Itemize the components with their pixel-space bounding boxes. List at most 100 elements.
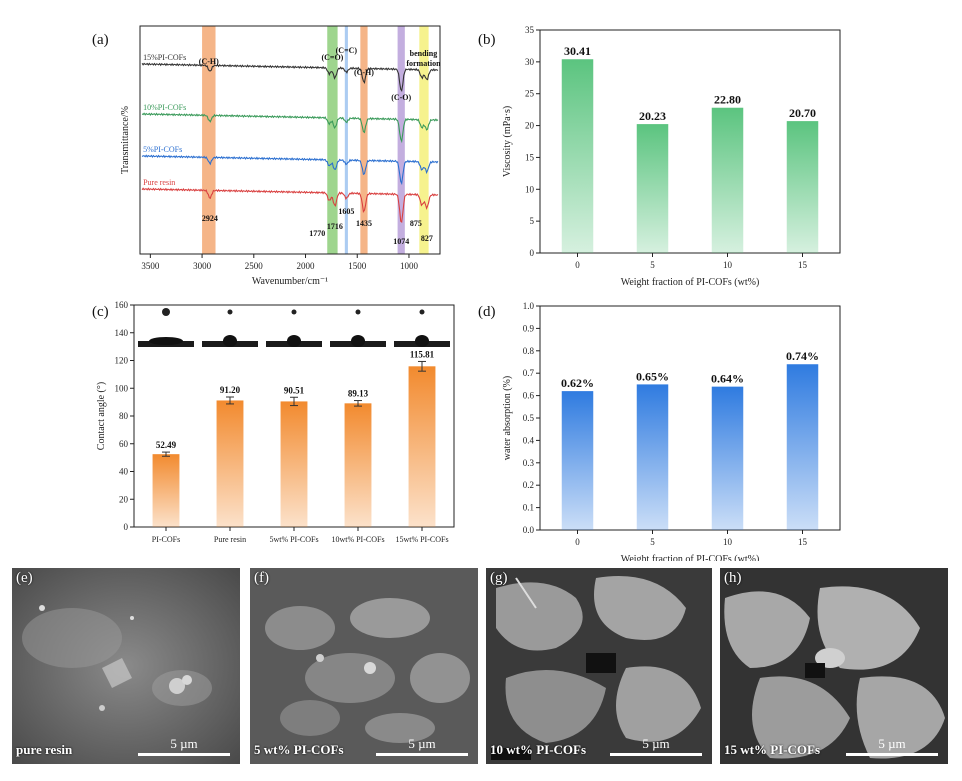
data-label: 30.41 <box>564 44 591 58</box>
x-tick-label: 5 <box>650 537 655 547</box>
band-highlight <box>202 26 216 254</box>
y-tick-label: 80 <box>119 411 129 421</box>
y-tick-label: 20 <box>525 121 535 131</box>
y-tick-label: 25 <box>525 89 535 99</box>
scale-bar: 5 µm <box>138 736 230 756</box>
sem-texture <box>720 568 948 764</box>
water-absorption-chart: 0.0 0.1 0.2 0.3 0.4 0.5 0.6 0.7 0.8 0.9 1.0 0 0.62% 5… <box>502 301 841 561</box>
data-label: 89.13 <box>348 389 369 399</box>
x-tick-label: PI-COFs <box>152 535 180 544</box>
y-tick-label: 0.6 <box>523 391 535 401</box>
y-axis-label: Contact angle (°) <box>96 382 107 450</box>
y-tick-label: 30 <box>525 57 535 67</box>
scale-bar-label: 5 µm <box>408 736 436 751</box>
scale-bar: 5 µm <box>610 736 702 756</box>
sem-image-5wt: (f) 5 wt% PI-COFs 5 µm <box>250 568 478 764</box>
band-label: (C-O) <box>391 93 411 102</box>
scale-bar-line <box>376 753 468 756</box>
peak-label: 1716 <box>327 222 343 231</box>
data-label: 0.62% <box>561 376 594 390</box>
y-tick-label: 0.2 <box>523 480 534 490</box>
spectrum-line <box>141 112 439 144</box>
droplet-top-view <box>162 308 170 316</box>
x-axis-label: Wavenumber/cm⁻¹ <box>252 276 328 287</box>
bar <box>636 124 669 253</box>
y-tick-label: 5 <box>530 216 535 226</box>
sem-letter: (e) <box>16 570 33 586</box>
y-tick-label: 20 <box>119 494 129 504</box>
scale-bar-label: 5 µm <box>170 736 198 751</box>
x-tick-label: 0 <box>575 537 580 547</box>
series-label: Pure resin <box>143 178 175 187</box>
peak-label: 1435 <box>356 219 372 228</box>
band-label: bending <box>410 49 438 58</box>
scale-bar-label: 5 µm <box>878 736 906 751</box>
x-tick-label: 2000 <box>297 261 316 271</box>
sem-image-15wt: (h) 15 wt% PI-COFs 5 µm <box>720 568 948 764</box>
y-tick-label: 140 <box>115 328 129 338</box>
data-label: 115.81 <box>410 349 435 359</box>
y-tick-label: 0.7 <box>523 368 535 378</box>
band-highlight <box>360 26 368 254</box>
bar <box>786 121 819 254</box>
bar <box>561 59 594 253</box>
y-tick-label: 0.9 <box>523 323 535 333</box>
y-axis-label: water absorption (%) <box>502 376 513 460</box>
scale-bar-label: 5 µm <box>642 736 670 751</box>
sem-caption: 10 wt% PI-COFs <box>490 742 587 757</box>
peak-label: 1074 <box>393 237 409 246</box>
band-highlight <box>419 26 429 254</box>
x-axis-label: Weight fraction of PI-COFs (wt%) <box>621 554 760 561</box>
data-label: 52.49 <box>156 440 177 450</box>
panel-label-c: (c) <box>92 304 109 320</box>
ftir-chart: 3500 3000 2500 2000 1500 1000 Wavenumber/cm⁻¹ T… <box>120 25 441 287</box>
x-tick-label: 3000 <box>193 261 212 271</box>
data-label: 91.20 <box>220 385 241 395</box>
data-label: 20.23 <box>639 109 666 123</box>
y-tick-label: 35 <box>525 25 535 35</box>
data-label: 22.80 <box>714 93 741 107</box>
x-tick-label: 5 <box>650 260 655 270</box>
x-axis-label: Weight fraction of PI-COFs (wt%) <box>621 277 760 288</box>
y-tick-label: 60 <box>119 439 129 449</box>
x-tick-label: 15wt% PI-COFs <box>395 535 448 544</box>
scale-bar-line <box>138 753 230 756</box>
spectrum-line <box>141 62 439 92</box>
y-tick-label: 0 <box>530 248 535 258</box>
plot-frame <box>539 29 841 254</box>
x-tick-label: 1500 <box>348 261 367 271</box>
panel-label-a: (a) <box>92 32 109 48</box>
x-tick-label: 5wt% PI-COFs <box>269 535 318 544</box>
x-tick-label: 15 <box>798 260 808 270</box>
y-tick-label: 0.3 <box>523 458 535 468</box>
sem-image-pure-resin: (e) pure resin 5 µm <box>12 568 240 764</box>
panel-label-d: (d) <box>478 304 496 320</box>
droplet <box>287 335 301 347</box>
x-tick-label: Pure resin <box>214 535 246 544</box>
bar <box>408 366 436 527</box>
y-tick-label: 160 <box>115 300 129 310</box>
band-label: (C-H) <box>199 57 219 66</box>
sem-texture <box>250 568 478 764</box>
droplet <box>223 335 237 347</box>
y-tick-label: 0.8 <box>523 346 535 356</box>
droplet <box>351 335 365 347</box>
y-tick-label: 0.1 <box>523 503 534 513</box>
x-tick-label: 1000 <box>400 261 419 271</box>
sem-caption: 15 wt% PI-COFs <box>724 742 821 757</box>
band-highlight <box>344 26 348 254</box>
x-tick-label: 0 <box>575 260 580 270</box>
x-tick-label: 10wt% PI-COFs <box>331 535 384 544</box>
contact-angle-chart: 0 20 40 60 80 100 120 140 160 PI-COFs 52.49 Pure re… <box>96 300 455 544</box>
peak-label: 2924 <box>202 214 218 223</box>
data-label: 90.51 <box>284 385 305 395</box>
viscosity-chart: 0 5 10 15 20 25 30 35 0 30.41 5 20.23 10 22.80 15 20.70… <box>502 25 841 288</box>
panel-label-b: (b) <box>478 32 496 48</box>
band-label: (C-H) <box>354 68 374 77</box>
bar <box>786 364 819 530</box>
scale-bar: 5 µm <box>846 736 938 756</box>
series-label: 15%PI-COFs <box>143 53 186 62</box>
droplet-top-view <box>227 309 233 315</box>
droplet-top-view <box>355 309 361 315</box>
band-label: (C=C) <box>336 46 358 55</box>
